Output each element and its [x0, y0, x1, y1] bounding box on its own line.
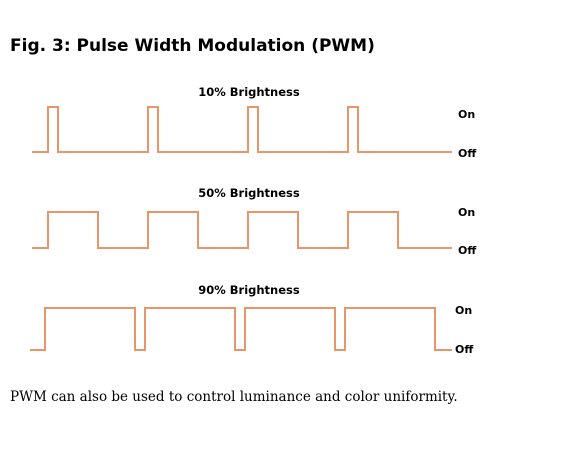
panel-title: 50% Brightness	[198, 186, 300, 200]
panel-90-percent: 90% Brightness On Off	[30, 276, 530, 366]
panel-background	[30, 176, 530, 276]
off-label: Off	[458, 244, 476, 257]
pwm-waveform-90	[30, 307, 452, 351]
pwm-waveform-10	[32, 106, 452, 153]
off-label: Off	[455, 343, 473, 356]
off-label: Off	[458, 147, 476, 160]
panel-title: 10% Brightness	[198, 85, 300, 99]
pwm-waveform-50	[32, 211, 452, 249]
panel-background	[30, 60, 530, 176]
figure-title: Fig. 3: Pulse Width Modulation (PWM)	[10, 36, 375, 56]
on-label: On	[455, 304, 472, 317]
on-label: On	[458, 206, 475, 219]
panel-title: 90% Brightness	[198, 283, 300, 297]
panel-10-percent: 10% Brightness On Off	[30, 60, 530, 176]
panel-50-percent: 50% Brightness On Off	[30, 176, 530, 276]
figure-caption: PWM can also be used to control luminanc…	[10, 389, 458, 405]
on-label: On	[458, 108, 475, 121]
